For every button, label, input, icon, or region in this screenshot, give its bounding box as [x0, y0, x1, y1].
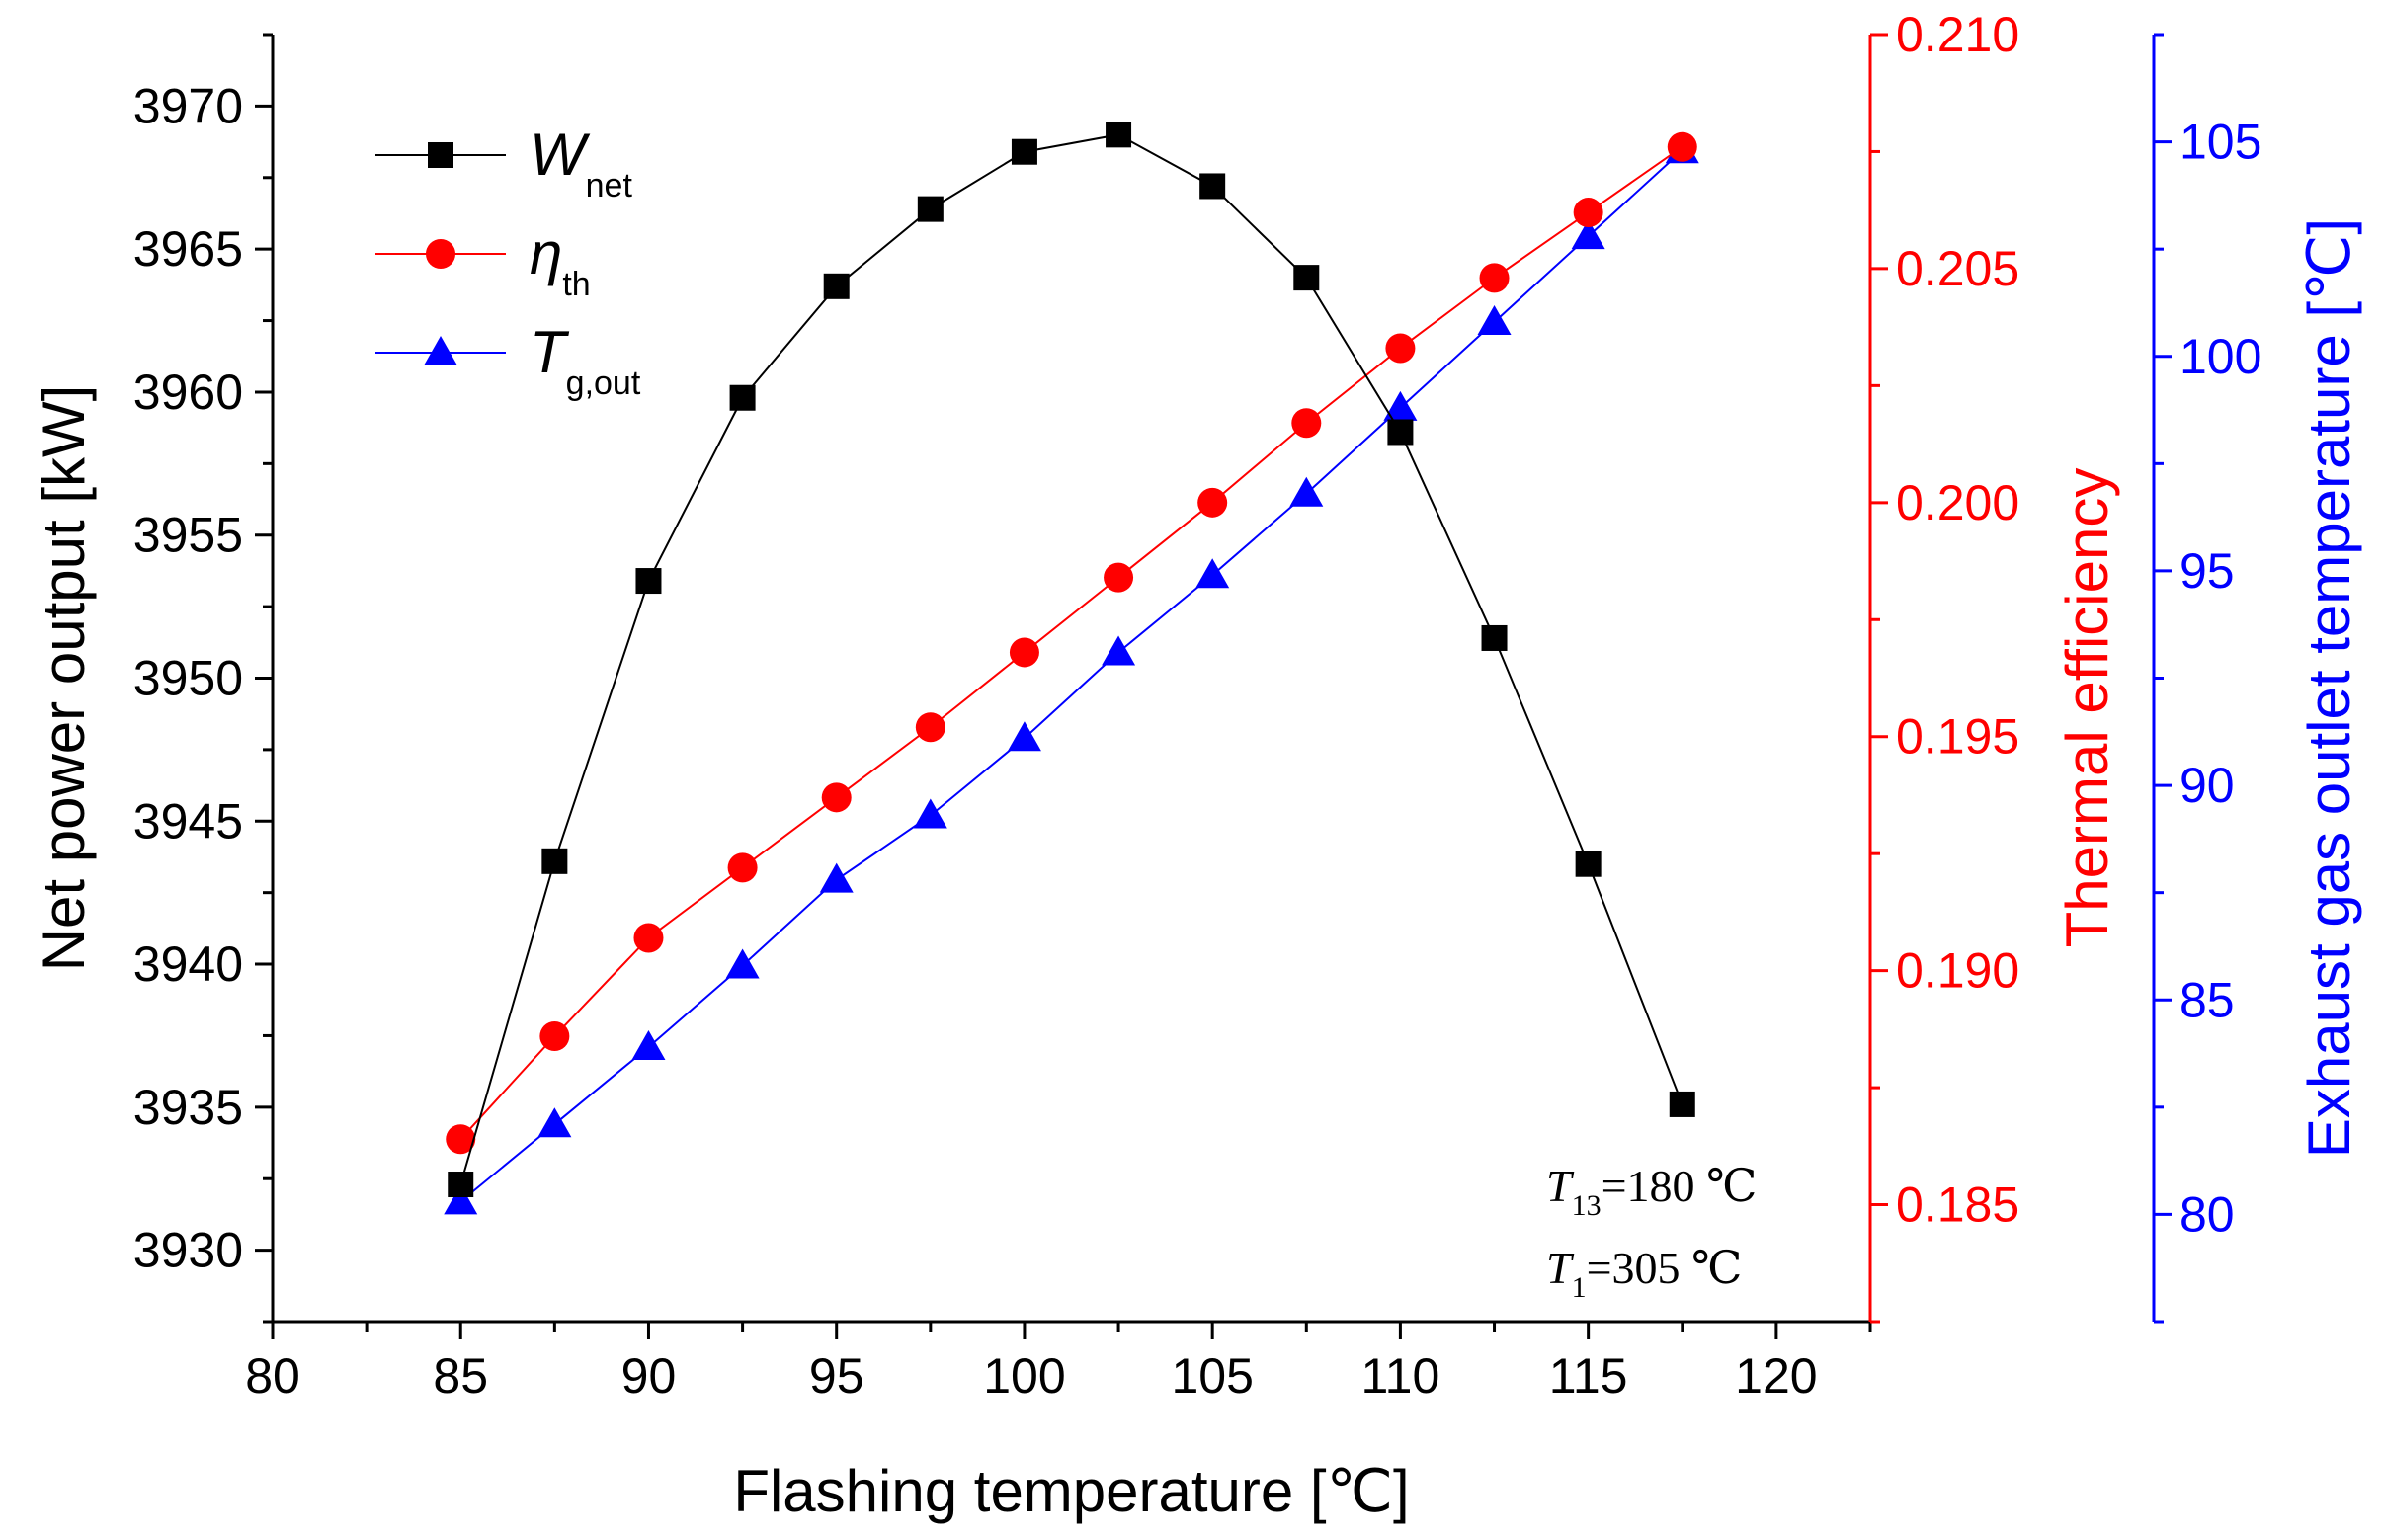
data-point-right1	[633, 923, 664, 953]
annotation-label: T1=305 ℃	[1546, 1243, 1743, 1304]
data-point-right2	[537, 1107, 572, 1138]
right1-tick-label: 0.210	[1896, 7, 2019, 62]
left-tick-label: 3955	[133, 508, 243, 563]
data-point-left	[1669, 1091, 1695, 1117]
left-axis-title: Net power output [kW]	[31, 385, 97, 972]
right1-tick-label: 0.205	[1896, 241, 2019, 296]
x-tick-label: 85	[433, 1348, 488, 1404]
data-point-right1	[1197, 487, 1228, 518]
left-tick-label: 3945	[133, 793, 243, 849]
right2-tick-label: 100	[2179, 329, 2261, 384]
data-point-right1	[446, 1124, 476, 1155]
left-tick-label: 3960	[133, 365, 243, 420]
data-point-right1	[821, 782, 852, 813]
data-point-left	[823, 273, 850, 299]
series-line-right1	[459, 145, 1684, 1140]
data-point-left	[1387, 419, 1414, 446]
data-point-right1	[1385, 333, 1416, 364]
x-tick-label: 110	[1361, 1348, 1440, 1404]
right2-tick-label: 105	[2179, 115, 2261, 170]
legend-marker	[424, 336, 457, 365]
right2-axis-title: Exhaust gas outlet temperature [℃]	[2296, 218, 2362, 1158]
legend-label: Tg,out	[530, 319, 641, 402]
x-tick-label: 115	[1549, 1348, 1628, 1404]
data-point-right1	[1104, 562, 1134, 593]
right2-tick-label: 80	[2179, 1186, 2235, 1242]
data-point-right2	[1571, 219, 1605, 250]
right1-tick-label: 0.195	[1896, 709, 2019, 765]
x-axis-title: Flashing temperature [℃]	[733, 1458, 1409, 1524]
left-tick-label: 3930	[133, 1223, 243, 1278]
left-tick-label: 3965	[133, 221, 243, 277]
data-point-right2	[725, 948, 760, 979]
right2-tick-label: 85	[2179, 972, 2235, 1027]
x-tick-label: 80	[245, 1348, 300, 1404]
legend-label: Wnet	[530, 122, 632, 204]
data-point-left	[917, 196, 944, 222]
data-point-right2	[1383, 390, 1418, 421]
annotation-label: T13=180 ℃	[1546, 1161, 1758, 1222]
right2-tick-label: 90	[2179, 758, 2235, 813]
data-point-right1	[539, 1020, 570, 1051]
right1-tick-label: 0.185	[1896, 1177, 2019, 1233]
data-point-right2	[631, 1030, 666, 1061]
data-point-right2	[1477, 305, 1512, 336]
x-tick-label: 95	[809, 1348, 864, 1404]
data-point-right2	[1289, 476, 1324, 507]
data-point-left	[1481, 624, 1508, 651]
series-line-left	[459, 133, 1684, 1185]
legend-marker	[426, 239, 455, 269]
legend-label: ηth	[530, 220, 591, 303]
data-point-right1	[1573, 198, 1603, 228]
x-tick-label: 100	[983, 1348, 1065, 1404]
data-point-right1	[1291, 408, 1322, 439]
left-tick-label: 3940	[133, 936, 243, 992]
left-tick-label: 3970	[133, 78, 243, 133]
data-point-right2	[444, 1184, 478, 1215]
series-line-right2	[459, 149, 1684, 1203]
data-point-left	[1106, 122, 1132, 148]
data-point-left	[635, 568, 662, 595]
data-point-right1	[915, 712, 945, 743]
data-point-left	[729, 384, 756, 411]
x-tick-label: 120	[1735, 1348, 1817, 1404]
data-point-left	[1575, 851, 1602, 877]
right1-tick-label: 0.200	[1896, 475, 2019, 530]
data-point-right2	[1007, 721, 1041, 752]
left-tick-label: 3935	[133, 1080, 243, 1135]
data-point-left	[1199, 173, 1226, 200]
data-point-right2	[1195, 558, 1230, 589]
data-point-right2	[913, 798, 947, 829]
legend-marker	[428, 142, 453, 168]
data-point-left	[541, 848, 568, 874]
x-tick-label: 90	[621, 1348, 677, 1404]
data-point-right2	[819, 862, 854, 893]
right2-tick-label: 95	[2179, 543, 2235, 599]
data-point-right1	[1479, 263, 1510, 293]
left-tick-label: 3950	[133, 651, 243, 706]
data-point-right1	[727, 852, 758, 883]
data-point-right2	[1102, 635, 1136, 666]
data-point-right1	[1009, 637, 1039, 668]
data-point-left	[448, 1172, 474, 1198]
right1-tick-label: 0.190	[1896, 943, 2019, 999]
right1-axis-title: Thermal efficiency	[2054, 468, 2120, 948]
data-point-left	[1293, 265, 1320, 291]
data-point-right1	[1667, 131, 1697, 162]
data-point-left	[1011, 138, 1037, 165]
x-tick-label: 105	[1171, 1348, 1253, 1404]
